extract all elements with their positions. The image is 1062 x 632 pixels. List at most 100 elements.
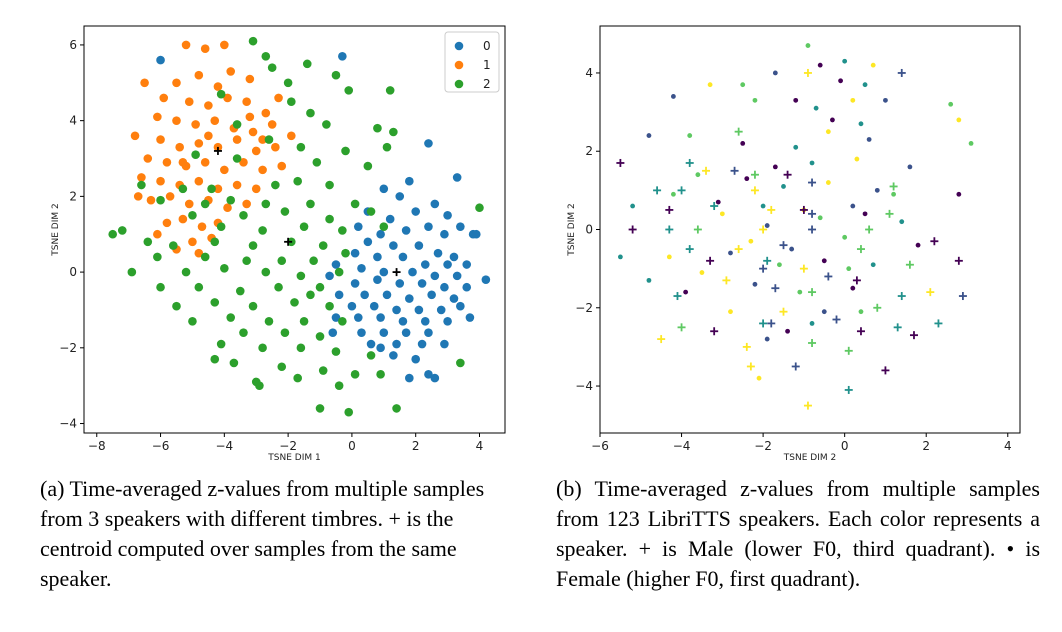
chart-a-point [137, 173, 146, 182]
chart-b-point-male [693, 225, 702, 234]
chart-b-point-female [772, 164, 778, 170]
chart-a-point [398, 317, 408, 326]
chart-a-point [162, 218, 172, 228]
chart-a-point [302, 59, 312, 69]
chart-a-point [267, 120, 277, 129]
chart-b-point-female [842, 58, 848, 64]
chart-a-legend-marker-0 [454, 41, 464, 51]
chart-a-point [392, 305, 401, 315]
chart-b-point-female [764, 223, 770, 228]
chart-b-point-female [870, 62, 876, 68]
chart-a-point [188, 237, 197, 247]
chart-b-point-female [752, 97, 758, 103]
chart-a-ytick-label: −4 [59, 417, 77, 431]
chart-a-ytick-label: 2 [69, 189, 77, 203]
chart-b-point-male [808, 209, 817, 218]
chart-a-point [178, 184, 188, 194]
chart-b-point-female [968, 141, 974, 146]
chart-a-point [376, 313, 385, 322]
chart-a-point [293, 176, 302, 186]
chart-b-point-male [759, 264, 768, 273]
chart-a-point [172, 301, 181, 311]
chart-a-point [373, 123, 382, 133]
chart-b-point-female [821, 258, 827, 264]
chart-a-point [200, 44, 210, 54]
chart-b-point-male [742, 342, 751, 351]
chart-a-point [456, 358, 465, 368]
chart-a-point [430, 199, 440, 209]
chart-b-point-female [707, 82, 713, 88]
chart-a-xtick-label: −4 [215, 439, 233, 453]
chart-a-point [379, 222, 389, 231]
chart-b-point-male [808, 178, 817, 187]
chart-a-legend-marker-2 [454, 79, 464, 89]
chart-b-point-male [865, 225, 874, 234]
chart-a-point [156, 55, 165, 65]
chart-a-point [143, 154, 153, 163]
chart-a-xtick-label: −8 [88, 439, 106, 453]
chart-a-point [267, 63, 277, 72]
chart-a-point [430, 271, 440, 281]
chart-a-point [296, 343, 306, 353]
chart-a-point [424, 328, 433, 337]
chart-a-xtick-label: 0 [348, 439, 356, 453]
chart-a-point [328, 328, 338, 337]
chart-a-point [232, 120, 242, 129]
chart-a-point [405, 294, 414, 303]
chart-b-point-female [838, 78, 843, 84]
chart-a-point [188, 211, 197, 220]
chart-b-xtick-label: 2 [922, 439, 930, 453]
chart-a-point [318, 241, 328, 250]
chart-b-point-female [785, 328, 790, 334]
chart-a-point [220, 165, 229, 175]
chart-b-point-female [850, 285, 856, 291]
chart-a-point [290, 298, 299, 307]
chart-a-point [146, 195, 156, 205]
chart-a-point [405, 176, 414, 186]
chart-a-point [379, 184, 389, 194]
chart-a-point [210, 298, 220, 307]
chart-b-point-male [657, 335, 666, 344]
chart-b-point-female [699, 270, 705, 275]
chart-b-point-male [885, 209, 894, 218]
chart-a-point [283, 78, 293, 88]
chart-a-point [191, 120, 200, 129]
chart-a-legend-label-2: 2 [483, 77, 491, 91]
chart-b-point-male [930, 237, 939, 246]
chart-b-point-male [710, 327, 719, 336]
chart-a-point [232, 154, 242, 163]
chart-a-point [172, 116, 181, 125]
chart-a-point [226, 195, 236, 205]
chart-a-point [239, 211, 248, 220]
chart-a-frame [83, 25, 506, 434]
chart-a-point [255, 381, 264, 390]
chart-a-point [411, 354, 420, 364]
chart-b-xtick-label: −2 [754, 439, 772, 453]
chart-b-point-male [852, 276, 861, 285]
chart-a-point [216, 339, 226, 349]
chart-b-point-female [862, 211, 868, 217]
chart-a-point [251, 146, 261, 156]
chart-a-point [331, 70, 341, 80]
chart-b-point-male [771, 284, 780, 293]
chart-b-point-female [793, 97, 799, 103]
chart-b-point-male [767, 319, 776, 328]
chart-b-point-male [653, 186, 662, 195]
chart-a-point [417, 279, 427, 288]
chart-b-point-female [748, 238, 754, 244]
chart-a-point [277, 362, 287, 372]
chart-a-xlabel: TSNE DIM 1 [267, 453, 320, 463]
chart-a-point [366, 339, 376, 349]
chart-a-point [452, 173, 462, 182]
chart-a-point [200, 252, 210, 262]
chart-a-point [277, 161, 287, 171]
chart-b-point-female [756, 375, 762, 381]
chart-b-point-male [750, 170, 759, 179]
chart-a-point [408, 267, 417, 277]
chart-b-point-male [958, 292, 967, 301]
chart-a-point [194, 248, 204, 258]
chart-a-xtick-label: −2 [279, 439, 297, 453]
chart-b-ytick-label: −4 [575, 379, 593, 393]
chart-a-point [277, 256, 287, 266]
chart-a-point [258, 226, 267, 235]
